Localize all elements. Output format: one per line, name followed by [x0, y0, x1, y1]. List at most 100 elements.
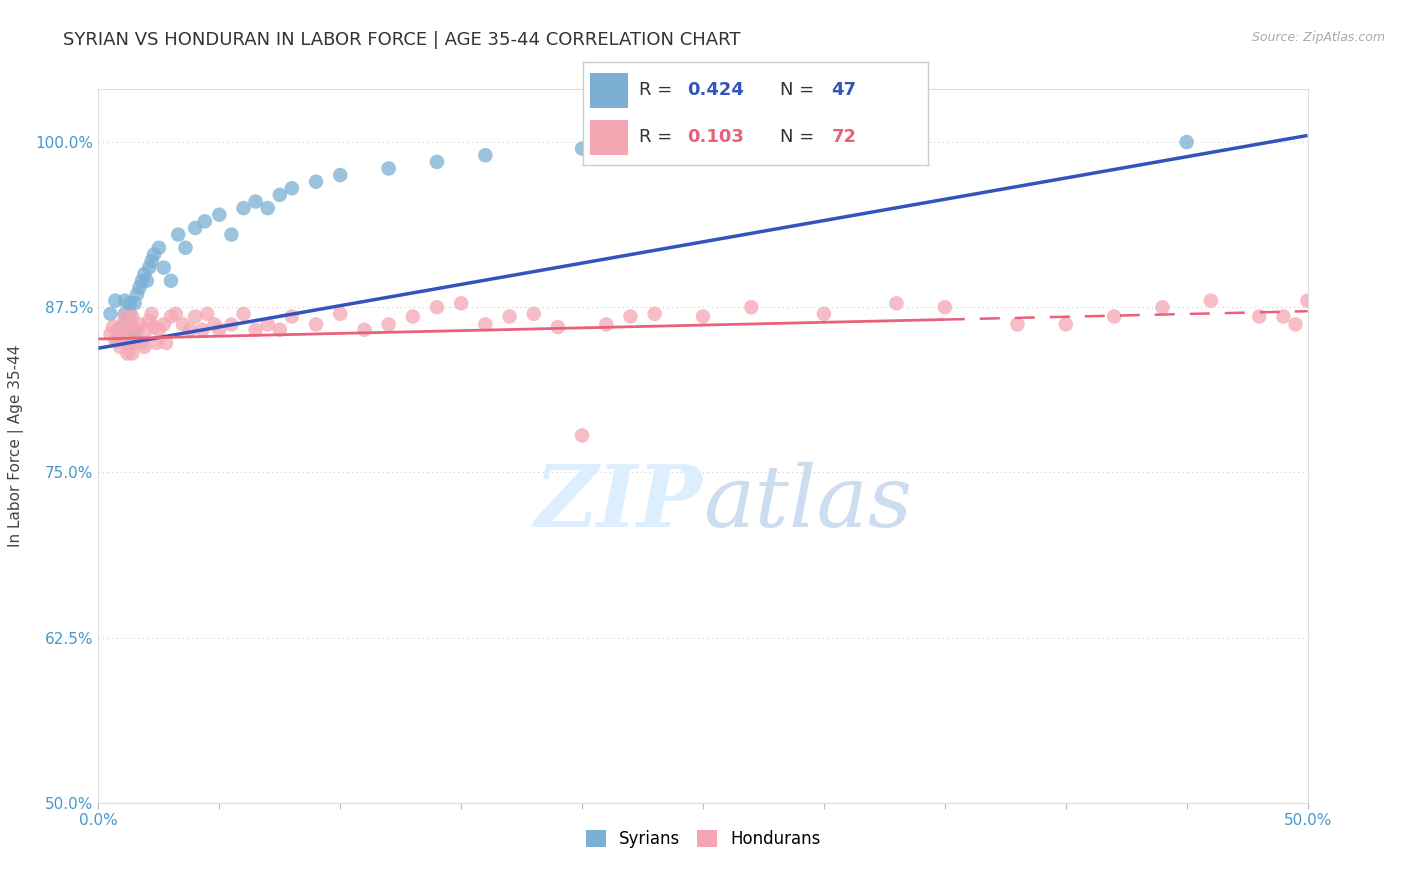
Point [547, 320, 569, 334]
Point [135, 274, 157, 288]
Point [184, 221, 207, 235]
Point [305, 175, 328, 189]
Point [498, 310, 520, 324]
Point [191, 323, 214, 337]
Point [124, 296, 146, 310]
Text: R =: R = [638, 128, 678, 146]
Point [111, 326, 134, 341]
Point [1272, 310, 1295, 324]
Point [269, 188, 291, 202]
Point [138, 313, 160, 327]
Point [118, 307, 141, 321]
Point [148, 241, 170, 255]
Point [117, 320, 139, 334]
Text: 0.103: 0.103 [688, 128, 744, 146]
Text: N =: N = [780, 128, 820, 146]
Point [619, 310, 641, 324]
Point [141, 254, 163, 268]
Point [127, 287, 149, 301]
Point [245, 323, 267, 337]
Text: N =: N = [780, 81, 820, 99]
Point [117, 323, 139, 337]
FancyBboxPatch shape [591, 73, 628, 108]
Point [135, 323, 157, 337]
Point [121, 323, 143, 337]
Point [377, 161, 399, 176]
Point [121, 346, 143, 360]
Text: 72: 72 [831, 128, 856, 146]
Point [141, 307, 163, 321]
Point [124, 335, 146, 350]
Point [114, 307, 136, 321]
Point [1175, 135, 1198, 149]
Legend: Syrians, Hondurans: Syrians, Hondurans [579, 823, 827, 855]
Text: SYRIAN VS HONDURAN IN LABOR FORCE | AGE 35-44 CORRELATION CHART: SYRIAN VS HONDURAN IN LABOR FORCE | AGE … [63, 31, 741, 49]
Point [1007, 318, 1029, 332]
Point [1102, 310, 1125, 324]
Point [595, 318, 617, 332]
Point [114, 333, 136, 347]
Point [143, 247, 166, 261]
Point [100, 307, 122, 321]
Point [160, 310, 183, 324]
Point [195, 307, 218, 321]
Point [114, 293, 136, 308]
Point [104, 333, 127, 347]
Point [118, 296, 141, 310]
Y-axis label: In Labor Force | Age 35-44: In Labor Force | Age 35-44 [8, 345, 24, 547]
Point [740, 300, 762, 314]
Point [1284, 318, 1306, 332]
Point [1296, 293, 1319, 308]
Text: 0.424: 0.424 [688, 81, 744, 99]
Point [131, 335, 153, 350]
Point [124, 326, 146, 341]
Point [184, 310, 207, 324]
Point [174, 241, 197, 255]
Point [121, 333, 143, 347]
Point [117, 346, 139, 360]
Point [1199, 293, 1222, 308]
Text: Source: ZipAtlas.com: Source: ZipAtlas.com [1251, 31, 1385, 45]
Point [208, 323, 231, 337]
Point [143, 320, 166, 334]
Point [221, 227, 243, 242]
Point [1054, 318, 1077, 332]
Point [194, 214, 217, 228]
Text: ZIP: ZIP [536, 461, 703, 545]
Point [204, 318, 226, 332]
Point [165, 307, 187, 321]
Point [121, 310, 143, 324]
Point [114, 310, 136, 324]
Point [118, 318, 141, 332]
Point [160, 274, 183, 288]
Point [245, 194, 267, 209]
Point [281, 310, 304, 324]
Point [111, 318, 134, 332]
Point [111, 333, 134, 347]
Point [402, 310, 425, 324]
Text: atlas: atlas [703, 462, 912, 544]
Point [426, 154, 449, 169]
Point [813, 307, 835, 321]
Point [450, 296, 472, 310]
Point [474, 148, 496, 162]
Point [523, 307, 546, 321]
Point [108, 326, 131, 341]
Point [134, 267, 156, 281]
Point [134, 340, 156, 354]
Point [107, 333, 129, 347]
Point [329, 168, 352, 182]
Point [377, 318, 399, 332]
Point [152, 260, 174, 275]
Point [1152, 300, 1174, 314]
Point [221, 318, 243, 332]
Point [208, 208, 231, 222]
Point [256, 201, 278, 215]
Point [172, 318, 194, 332]
Point [118, 335, 141, 350]
Point [329, 307, 352, 321]
FancyBboxPatch shape [591, 120, 628, 155]
Point [886, 296, 908, 310]
Point [138, 260, 160, 275]
Point [107, 323, 129, 337]
